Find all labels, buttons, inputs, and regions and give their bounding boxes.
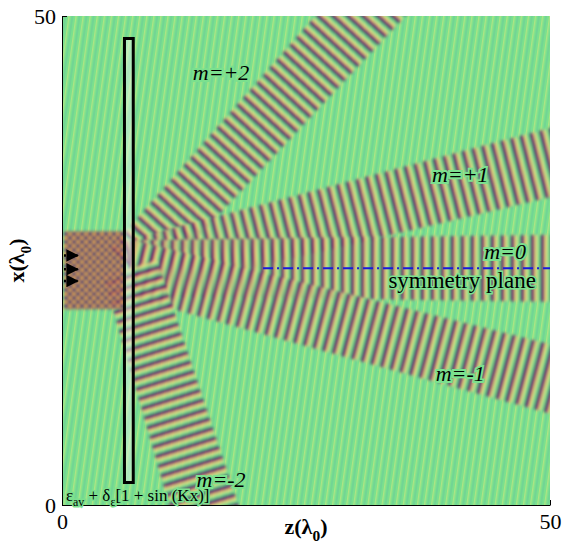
- incident-arrow: [64, 254, 78, 257]
- symmetry-plane-label: symmetry plane: [388, 268, 536, 293]
- y-axis: 0 50: [34, 4, 67, 518]
- x-axis-title: z(λ0): [285, 514, 328, 544]
- chart: 050050z(λ0)x(λ0)m=+2m=+1m=0m=-1m=-2symme…: [0, 0, 573, 546]
- incident-arrow: [64, 280, 78, 283]
- beam-label: m=+2: [193, 60, 250, 85]
- grating-label-part: av: [73, 495, 84, 509]
- x-axis-line: [63, 505, 551, 506]
- annotations: m=+2m=+1m=0m=-1m=-2symmetry planeεav + δ…: [66, 60, 536, 509]
- tick-label: 0: [45, 493, 56, 518]
- tick-mark: [550, 500, 551, 505]
- beam-label: m=-1: [436, 361, 485, 386]
- beam-label: m=+1: [432, 162, 489, 187]
- beam-label: m=0: [484, 239, 526, 264]
- grating-label-part: ε: [66, 486, 73, 505]
- tick-label: 50: [34, 4, 56, 29]
- incident-field: [64, 231, 125, 309]
- tick-label: 0: [57, 509, 68, 534]
- tick-label: 50: [540, 509, 562, 534]
- x-axis-title-part: ): [320, 514, 327, 539]
- y-axis-title-part: ): [4, 238, 29, 245]
- y-axis-title-part: x(λ: [4, 253, 29, 282]
- grating-label: εav + δε[1 + sin (Kx)]: [66, 486, 210, 509]
- tick: 50: [540, 500, 562, 534]
- y-axis-line: [62, 17, 63, 506]
- incident-arrow: [64, 268, 78, 271]
- grating-label-part: [1 + sin (Kx)]: [115, 486, 209, 505]
- x-axis-title-part: z(λ: [285, 514, 313, 539]
- grating-label-part: + δ: [84, 486, 110, 505]
- y-axis-title: x(λ0): [4, 238, 34, 282]
- grating: [124, 38, 133, 482]
- tick: 50: [34, 4, 67, 29]
- tick-mark: [62, 16, 67, 17]
- plot-area: [62, 16, 550, 505]
- tick-mark: [62, 505, 67, 506]
- tick: 0: [45, 493, 67, 518]
